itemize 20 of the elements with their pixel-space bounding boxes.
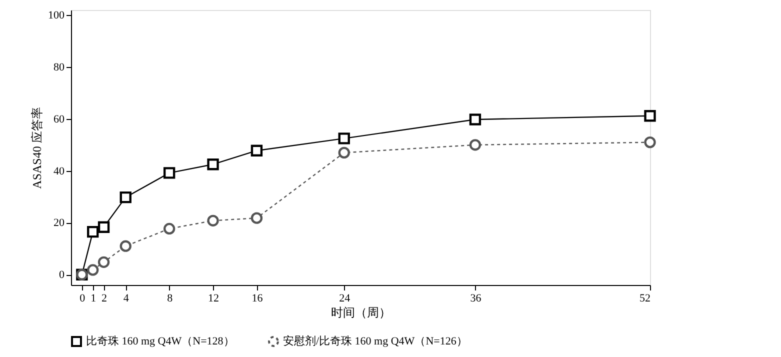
legend-label: 安慰剂/比奇珠 160 mg Q4W（N=126） <box>283 334 468 348</box>
y-tick-label: 20 <box>54 217 65 230</box>
legend-label: 比奇珠 160 mg Q4W（N=128） <box>86 334 234 348</box>
x-tick-label: 36 <box>470 292 482 304</box>
x-axis-title: 时间（周） <box>331 306 391 320</box>
y-tick-label: 60 <box>54 113 65 126</box>
x-tick-label: 4 <box>123 292 130 304</box>
x-tick-label: 8 <box>167 292 174 304</box>
x-tick-label: 16 <box>252 292 264 304</box>
y-axis-title: ASAS40 应答率 <box>30 107 44 189</box>
x-tick-label: 12 <box>208 292 220 304</box>
x-tick-label: 52 <box>640 292 650 304</box>
y-tick-label: 40 <box>54 165 65 178</box>
y-tick-label: 80 <box>54 62 65 74</box>
y-tick-label: 100 <box>48 10 65 22</box>
y-tick-label: 0 <box>59 269 65 282</box>
x-tick-label: 2 <box>102 292 108 304</box>
x-tick-label: 1 <box>90 292 96 304</box>
x-tick-label: 24 <box>339 292 351 304</box>
x-tick-label: 0 <box>80 292 86 304</box>
